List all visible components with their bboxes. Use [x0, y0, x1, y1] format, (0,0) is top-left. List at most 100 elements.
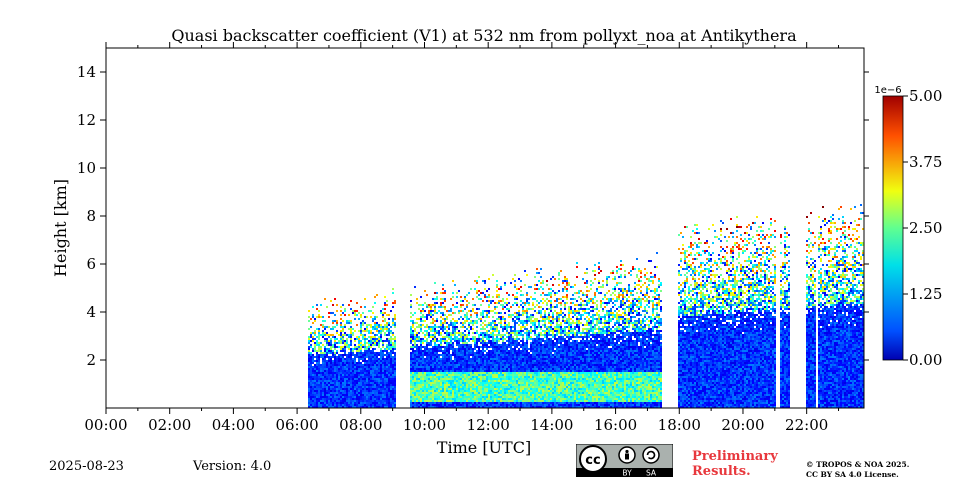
heatmap-cell: [380, 332, 382, 334]
heatmap-cell: [430, 334, 432, 336]
heatmap-cell: [442, 362, 444, 364]
heatmap-cell: [472, 322, 474, 324]
heatmap-cell: [530, 400, 532, 402]
heatmap-cell: [528, 366, 530, 368]
heatmap-cell: [328, 342, 330, 344]
heatmap-cell: [358, 360, 360, 362]
heatmap-cell: [528, 360, 530, 362]
heatmap-cell: [442, 402, 444, 404]
heatmap-cell: [316, 380, 318, 382]
heatmap-cell: [324, 356, 326, 358]
heatmap-cell: [536, 288, 538, 290]
heatmap-cell: [464, 326, 466, 328]
heatmap-cell: [456, 406, 458, 408]
heatmap-cell: [470, 368, 472, 370]
heatmap-cell: [516, 386, 518, 388]
heatmap-cell: [390, 376, 392, 378]
heatmap-cell: [550, 378, 552, 380]
heatmap-cell: [518, 372, 520, 374]
heatmap-cell: [358, 396, 360, 398]
heatmap-cell: [494, 372, 496, 374]
heatmap-cell: [346, 320, 348, 322]
heatmap-cell: [344, 348, 346, 350]
heatmap-cell: [434, 396, 436, 398]
heatmap-cell: [458, 370, 460, 372]
heatmap-cell: [438, 306, 440, 308]
heatmap-cell: [376, 396, 378, 398]
heatmap-cell: [456, 306, 458, 308]
heatmap-cell: [410, 360, 412, 362]
heatmap-cell: [494, 350, 496, 352]
heatmap-cell: [340, 362, 342, 364]
heatmap-cell: [546, 390, 548, 392]
heatmap-cell: [544, 334, 546, 336]
heatmap-cell: [494, 328, 496, 330]
heatmap-cell: [500, 394, 502, 396]
heatmap-cell: [438, 406, 440, 408]
heatmap-cell: [410, 398, 412, 400]
heatmap-cell: [538, 342, 540, 344]
heatmap-cell: [498, 332, 500, 334]
heatmap-cell: [486, 398, 488, 400]
heatmap-cell: [502, 344, 504, 346]
heatmap-cell: [550, 380, 552, 382]
heatmap-cell: [528, 316, 530, 318]
heatmap-cell: [324, 368, 326, 370]
heatmap-cell: [514, 398, 516, 400]
heatmap-cell: [516, 382, 518, 384]
heatmap-cell: [360, 346, 362, 348]
heatmap-cell: [520, 374, 522, 376]
heatmap-cell: [412, 376, 414, 378]
heatmap-cell: [534, 320, 536, 322]
heatmap-cell: [328, 348, 330, 350]
heatmap-cell: [316, 394, 318, 396]
heatmap-cell: [486, 386, 488, 388]
heatmap-cell: [550, 362, 552, 364]
heatmap-cell: [494, 376, 496, 378]
heatmap-cell: [326, 400, 328, 402]
heatmap-cell: [320, 394, 322, 396]
heatmap-cell: [516, 296, 518, 298]
heatmap-cell: [392, 398, 394, 400]
heatmap-cell: [412, 340, 414, 342]
heatmap-cell: [492, 390, 494, 392]
heatmap-cell: [516, 352, 518, 354]
heatmap-cell: [508, 346, 510, 348]
heatmap-cell: [386, 300, 388, 302]
heatmap-cell: [362, 386, 364, 388]
heatmap-cell: [466, 316, 468, 318]
heatmap-cell: [476, 326, 478, 328]
heatmap-cell: [552, 344, 554, 346]
heatmap-cell: [506, 368, 508, 370]
heatmap-cell: [336, 350, 338, 352]
heatmap-cell: [338, 404, 340, 406]
heatmap-cell: [428, 362, 430, 364]
heatmap-cell: [492, 392, 494, 394]
heatmap-cell: [486, 370, 488, 372]
heatmap-cell: [440, 386, 442, 388]
heatmap-cell: [454, 392, 456, 394]
heatmap-cell: [522, 358, 524, 360]
heatmap-cell: [498, 300, 500, 302]
heatmap-cell: [494, 334, 496, 336]
heatmap-cell: [390, 330, 392, 332]
heatmap-cell: [464, 340, 466, 342]
heatmap-cell: [342, 342, 344, 344]
heatmap-cell: [334, 320, 336, 322]
heatmap-cell: [324, 352, 326, 354]
heatmap-cell: [536, 336, 538, 338]
heatmap-cell: [418, 356, 420, 358]
heatmap-cell: [350, 352, 352, 354]
heatmap-cell: [466, 344, 468, 346]
heatmap-cell: [354, 344, 356, 346]
heatmap-cell: [462, 406, 464, 408]
heatmap-cell: [518, 354, 520, 356]
heatmap-cell: [536, 328, 538, 330]
heatmap-cell: [366, 388, 368, 390]
heatmap-cell: [338, 380, 340, 382]
heatmap-cell: [542, 404, 544, 406]
heatmap-cell: [544, 294, 546, 296]
heatmap-cell: [524, 352, 526, 354]
heatmap-cell: [472, 350, 474, 352]
heatmap-cell: [322, 344, 324, 346]
